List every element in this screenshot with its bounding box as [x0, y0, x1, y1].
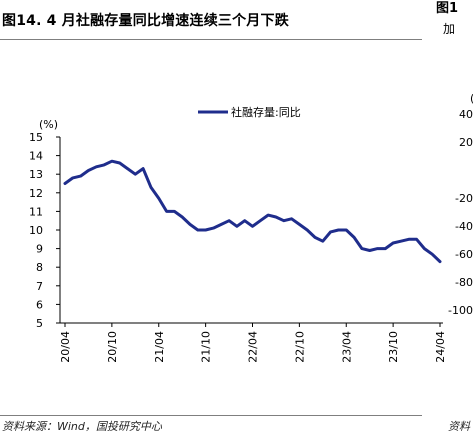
axes: [59, 137, 443, 324]
source-note: 资料来源：Wind，国投研究中心: [2, 420, 162, 433]
adjacent-chart-y-ticks: 40 20 -20 -40 -60 -80 -100: [448, 108, 473, 317]
x-tick-label: 21/04: [153, 331, 166, 363]
y-tick-label: 14: [29, 150, 43, 163]
adjacent-y-tick-label: 20: [459, 136, 473, 149]
x-tick-label: 20/04: [59, 331, 72, 363]
legend-label: 社融存量:同比: [231, 105, 301, 119]
y-tick-label: 13: [29, 168, 43, 181]
x-axis-ticks: 20/04 20/10 21/04 21/10 22/04 22/10 23/04 23/10…: [59, 323, 447, 363]
adjacent-y-tick-label: -60: [455, 248, 473, 261]
adjacent-y-tick-label: 40: [459, 108, 473, 121]
x-tick-label: 22/10: [293, 331, 306, 363]
adjacent-chart-title-fragment: 图1: [436, 1, 459, 16]
adjacent-y-tick-label: -100: [448, 304, 473, 317]
adjacent-chart-fragment: (: [470, 92, 473, 105]
adjacent-y-tick-label: -80: [455, 276, 473, 289]
y-tick-label: 7: [36, 280, 43, 293]
adjacent-chart-subtitle-fragment: 加: [443, 22, 456, 36]
y-tick-label: 9: [36, 243, 43, 256]
x-tick-label: 20/10: [106, 331, 119, 363]
y-tick-label: 6: [36, 298, 43, 311]
adjacent-y-tick-label: -40: [455, 220, 473, 233]
y-axis-ticks: 5 6 7 8 9 10 11 12 13 14 15: [29, 131, 60, 330]
x-tick-label: 24/04: [434, 331, 447, 363]
footer-divider: [0, 415, 422, 416]
adjacent-source-fragment: 资料: [448, 420, 470, 433]
y-axis-unit: (%): [39, 118, 58, 131]
x-tick-label: 23/10: [387, 331, 400, 363]
y-tick-label: 5: [36, 317, 43, 330]
y-tick-label: 12: [29, 187, 43, 200]
title-divider: [0, 39, 422, 40]
x-tick-label: 22/04: [247, 331, 260, 363]
adjacent-y-tick-label: -20: [455, 192, 473, 205]
chart-title: 图14. 4 月社融存量同比增速连续三个月下跌: [2, 13, 289, 29]
x-tick-label: 21/10: [200, 331, 213, 363]
y-tick-label: 15: [29, 131, 43, 144]
y-tick-label: 10: [29, 224, 43, 237]
y-tick-label: 8: [36, 261, 43, 274]
legend: 社融存量:同比: [198, 105, 301, 119]
x-tick-label: 23/04: [340, 331, 353, 363]
y-tick-label: 11: [29, 205, 43, 218]
series-line: [63, 159, 442, 264]
